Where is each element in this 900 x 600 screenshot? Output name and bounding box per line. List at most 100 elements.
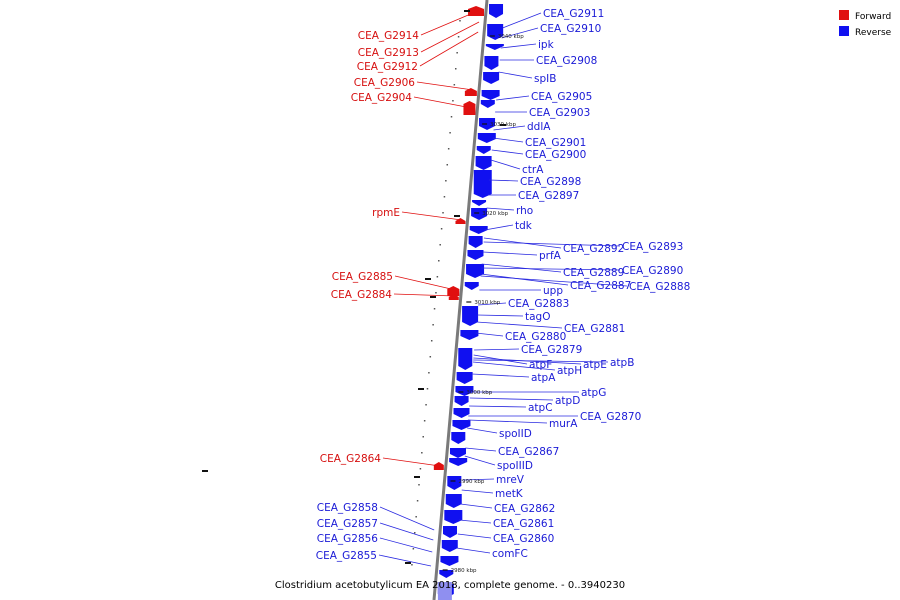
reverse-gene-leader	[480, 273, 569, 286]
feature-dot	[412, 548, 415, 550]
reverse-gene-label[interactable]: CEA_G2862	[494, 503, 555, 515]
feature-dot	[447, 148, 450, 150]
forward-gene-leader	[393, 293, 455, 297]
reverse-gene-block	[449, 448, 466, 458]
reverse-gene-leader	[493, 125, 526, 131]
reverse-gene-label[interactable]: spoIID	[499, 428, 532, 440]
feature-dot	[411, 564, 413, 566]
forward-gene-label[interactable]: rpmE	[372, 207, 400, 219]
reverse-gene-label[interactable]: rho	[516, 205, 533, 217]
reverse-gene-label[interactable]: comFC	[492, 548, 528, 560]
reverse-gene-label[interactable]: CEA_G2867	[498, 446, 559, 458]
reverse-gene-block	[472, 200, 487, 206]
feature-dash	[425, 278, 431, 280]
reverse-gene-leader	[500, 43, 537, 49]
forward-gene-label[interactable]: CEA_G2884	[331, 289, 393, 301]
reverse-gene-label[interactable]: atpB	[610, 357, 634, 369]
forward-gene-label[interactable]: CEA_G2858	[317, 502, 378, 514]
reverse-gene-label[interactable]: ddlA	[527, 121, 551, 133]
reverse-gene-leader	[483, 241, 621, 247]
reverse-gene-label[interactable]: CEA_G2893	[622, 241, 683, 253]
reverse-gene-block	[437, 582, 452, 600]
reverse-gene-label[interactable]: CEA_G2908	[536, 55, 597, 67]
reverse-gene-label[interactable]: CEA_G2903	[529, 107, 590, 119]
forward-gene-label[interactable]: CEA_G2904	[351, 92, 413, 104]
reverse-gene-label[interactable]: murA	[549, 418, 578, 430]
reverse-gene-label[interactable]: upp	[543, 285, 563, 297]
reverse-gene-label[interactable]: CEA_G2898	[520, 176, 581, 188]
reverse-gene-label[interactable]: atpG	[581, 387, 606, 399]
reverse-gene-label[interactable]: CEA_G2905	[531, 91, 592, 103]
tick-label: 3000 kbp	[466, 390, 492, 396]
reverse-gene-block	[455, 386, 474, 396]
reverse-gene-label[interactable]: tdk	[515, 220, 533, 232]
forward-gene-leader	[394, 275, 456, 291]
feature-dot	[423, 420, 426, 422]
reverse-gene-block	[475, 156, 492, 170]
reverse-gene-label[interactable]: CEA_G2883	[508, 298, 569, 310]
reverse-gene-label[interactable]: CEA_G2870	[580, 411, 641, 423]
feature-dot	[416, 500, 419, 502]
reverse-gene-label[interactable]: CEA_G2879	[521, 344, 582, 356]
reverse-gene-label[interactable]: CEA_G2910	[540, 23, 601, 35]
reverse-gene-label[interactable]: CEA_G2889	[563, 267, 624, 279]
forward-gene-label[interactable]: CEA_G2906	[354, 77, 416, 89]
reverse-gene-label[interactable]: mreV	[496, 474, 525, 486]
forward-gene-label[interactable]: CEA_G2913	[358, 47, 419, 59]
reverse-gene-label[interactable]: atpA	[531, 372, 556, 384]
reverse-gene-leader	[459, 519, 492, 524]
reverse-gene-label[interactable]: CEA_G2888	[629, 281, 690, 293]
reverse-gene-label[interactable]: CEA_G2901	[525, 137, 586, 149]
reverse-gene-label[interactable]: CEA_G2861	[493, 518, 554, 530]
forward-gene-leader	[382, 457, 440, 467]
reverse-gene-label[interactable]: CEA_G2881	[564, 323, 625, 335]
reverse-gene-block	[460, 330, 479, 340]
reverse-gene-leader	[490, 159, 521, 170]
feature-dot	[454, 68, 457, 70]
reverse-gene-label[interactable]: atpE	[583, 359, 607, 371]
tick-label: 3010 kbp	[474, 300, 500, 306]
reverse-gene-block	[458, 348, 473, 370]
reverse-gene-label[interactable]: CEA_G2860	[493, 533, 554, 545]
feature-dot	[414, 532, 416, 534]
forward-gene-label[interactable]: CEA_G2857	[317, 518, 378, 530]
reverse-gene-label[interactable]: ipk	[538, 39, 555, 51]
reverse-gene-label[interactable]: atpC	[528, 402, 553, 414]
forward-gene-leader	[379, 506, 435, 531]
forward-gene-label[interactable]: CEA_G2914	[358, 30, 420, 42]
reverse-gene-label[interactable]: atpH	[557, 365, 582, 377]
reverse-gene-block	[477, 133, 496, 143]
feature-dot	[418, 484, 420, 486]
reverse-gene-label[interactable]: tagO	[525, 311, 550, 323]
reverse-gene-block	[483, 72, 500, 84]
reverse-gene-leader	[484, 224, 514, 231]
reverse-gene-label[interactable]: spoIIID	[497, 460, 533, 472]
reverse-gene-leader	[474, 348, 520, 351]
feature-dot	[456, 52, 458, 54]
forward-gene-label[interactable]: CEA_G2855	[316, 550, 377, 562]
forward-gene-label[interactable]: CEA_G2864	[320, 453, 382, 465]
reverse-gene-label[interactable]: CEA_G2911	[543, 8, 604, 20]
reverse-gene-label[interactable]: CEA_G2900	[525, 149, 586, 161]
reverse-gene-label[interactable]: ctrA	[522, 164, 544, 176]
reverse-gene-label[interactable]: spIB	[534, 73, 556, 85]
feature-dot	[436, 276, 439, 278]
forward-gene-label[interactable]: CEA_G2885	[332, 271, 393, 283]
reverse-gene-label[interactable]: atpD	[555, 395, 580, 407]
reverse-gene-label[interactable]: prfA	[539, 250, 562, 262]
reverse-gene-label[interactable]: CEA_G2897	[518, 190, 579, 202]
forward-gene-label[interactable]: CEA_G2856	[317, 533, 379, 545]
reverse-gene-block	[489, 4, 504, 18]
reverse-gene-leader	[481, 263, 562, 273]
forward-gene-label[interactable]: CEA_G2912	[357, 61, 418, 73]
reverse-gene-label[interactable]: CEA_G2880	[505, 331, 566, 343]
reverse-gene-label[interactable]: CEA_G2890	[622, 265, 683, 277]
reverse-gene-block	[467, 250, 484, 260]
reverse-gene-block	[445, 494, 462, 508]
feature-dot	[435, 292, 437, 294]
reverse-gene-label[interactable]: metK	[495, 488, 524, 500]
forward-gene-leader	[379, 522, 434, 541]
reverse-gene-leader	[462, 478, 495, 481]
reverse-gene-block	[451, 432, 466, 444]
forward-gene-leader	[401, 211, 462, 221]
